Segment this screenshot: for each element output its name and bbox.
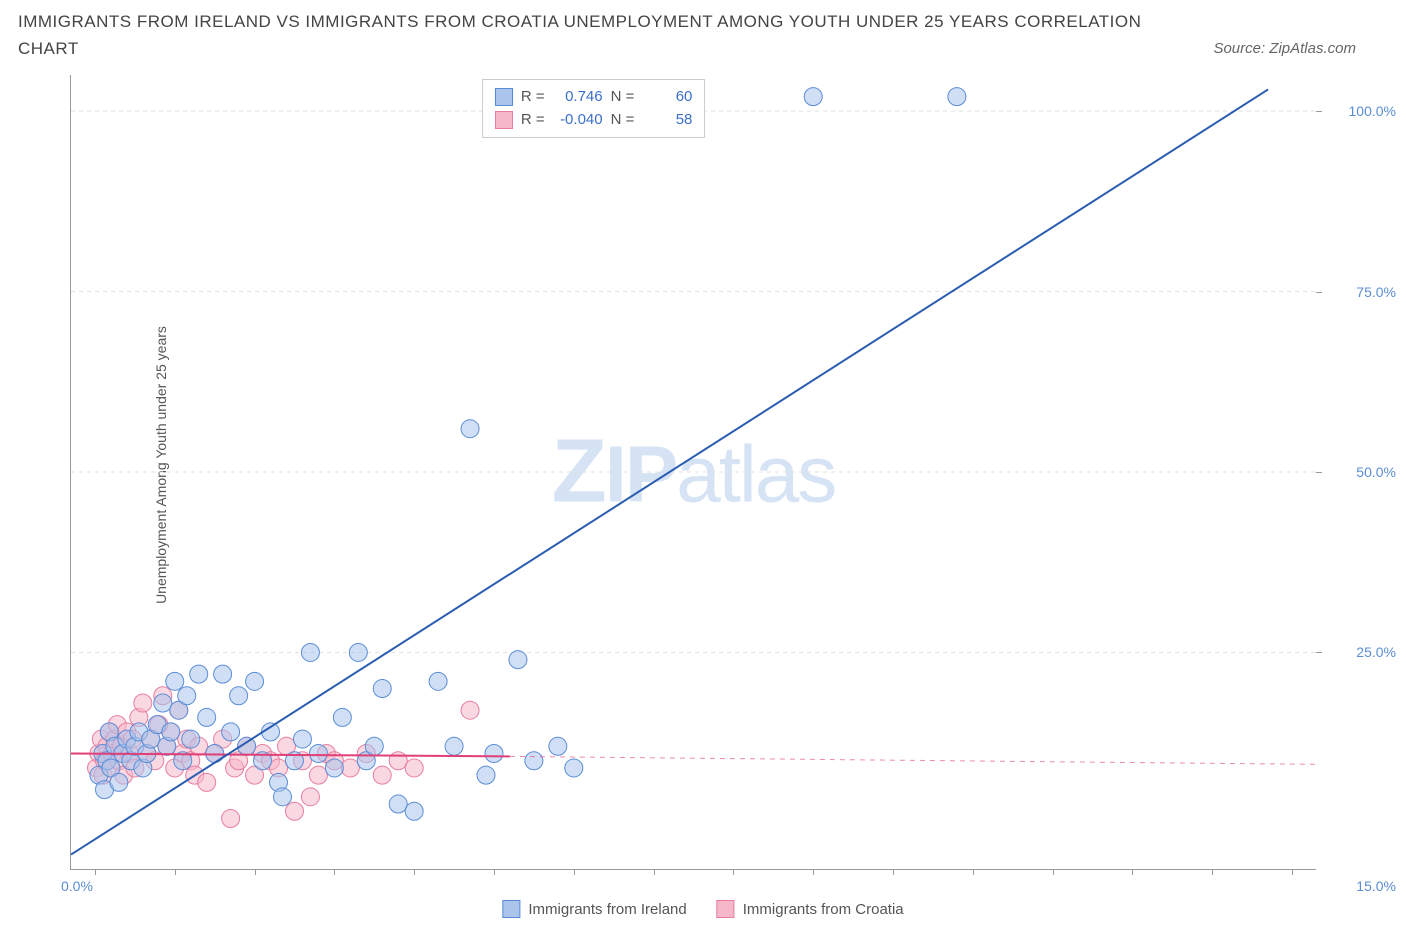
legend-item-ireland: Immigrants from Ireland bbox=[502, 900, 686, 918]
x-tick-mark bbox=[973, 869, 974, 875]
swatch-croatia bbox=[495, 111, 513, 129]
x-tick-mark bbox=[255, 869, 256, 875]
legend-label-ireland: Immigrants from Ireland bbox=[528, 901, 686, 918]
correlation-stats-box: R = 0.746 N = 60 R = -0.040 N = 58 bbox=[482, 79, 706, 138]
swatch-ireland bbox=[495, 88, 513, 106]
x-tick-mark bbox=[95, 869, 96, 875]
x-tick-mark bbox=[414, 869, 415, 875]
swatch-croatia bbox=[717, 900, 735, 918]
x-tick-mark bbox=[733, 869, 734, 875]
y-tick-mark bbox=[1316, 652, 1322, 653]
legend-label-croatia: Immigrants from Croatia bbox=[743, 901, 904, 918]
n-label: N = bbox=[611, 86, 635, 109]
x-axis-max-label: 15.0% bbox=[1356, 878, 1396, 894]
x-tick-mark bbox=[574, 869, 575, 875]
legend-item-croatia: Immigrants from Croatia bbox=[717, 900, 904, 918]
x-tick-mark bbox=[175, 869, 176, 875]
x-tick-mark bbox=[1212, 869, 1213, 875]
r-label: R = bbox=[521, 86, 545, 109]
x-axis-min-label: 0.0% bbox=[61, 878, 93, 894]
x-tick-mark bbox=[654, 869, 655, 875]
y-tick-mark bbox=[1316, 292, 1322, 293]
x-tick-mark bbox=[494, 869, 495, 875]
chart-title: IMMIGRANTS FROM IRELAND VS IMMIGRANTS FR… bbox=[18, 8, 1206, 62]
stats-row-ireland: R = 0.746 N = 60 bbox=[495, 86, 693, 109]
y-tick-label: 100.0% bbox=[1349, 103, 1396, 119]
r-value-croatia: -0.040 bbox=[553, 109, 603, 132]
n-value-ireland: 60 bbox=[642, 86, 692, 109]
y-tick-label: 25.0% bbox=[1356, 644, 1396, 660]
n-label: N = bbox=[611, 109, 635, 132]
stats-row-croatia: R = -0.040 N = 58 bbox=[495, 109, 693, 132]
y-tick-label: 50.0% bbox=[1356, 464, 1396, 480]
x-tick-mark bbox=[1292, 869, 1293, 875]
swatch-ireland bbox=[502, 900, 520, 918]
x-tick-mark bbox=[334, 869, 335, 875]
x-tick-mark bbox=[893, 869, 894, 875]
scatter-plot-svg bbox=[71, 75, 1316, 869]
x-tick-mark bbox=[813, 869, 814, 875]
bottom-legend: Immigrants from Ireland Immigrants from … bbox=[502, 900, 903, 918]
r-value-ireland: 0.746 bbox=[553, 86, 603, 109]
n-value-croatia: 58 bbox=[642, 109, 692, 132]
r-label: R = bbox=[521, 109, 545, 132]
y-tick-mark bbox=[1316, 472, 1322, 473]
y-tick-label: 75.0% bbox=[1356, 284, 1396, 300]
source-attribution: Source: ZipAtlas.com bbox=[1213, 40, 1356, 57]
x-tick-mark bbox=[1053, 869, 1054, 875]
y-tick-mark bbox=[1316, 111, 1322, 112]
plot-area: ZIPatlas R = 0.746 N = 60 R = -0.040 N =… bbox=[70, 75, 1316, 870]
x-tick-mark bbox=[1132, 869, 1133, 875]
